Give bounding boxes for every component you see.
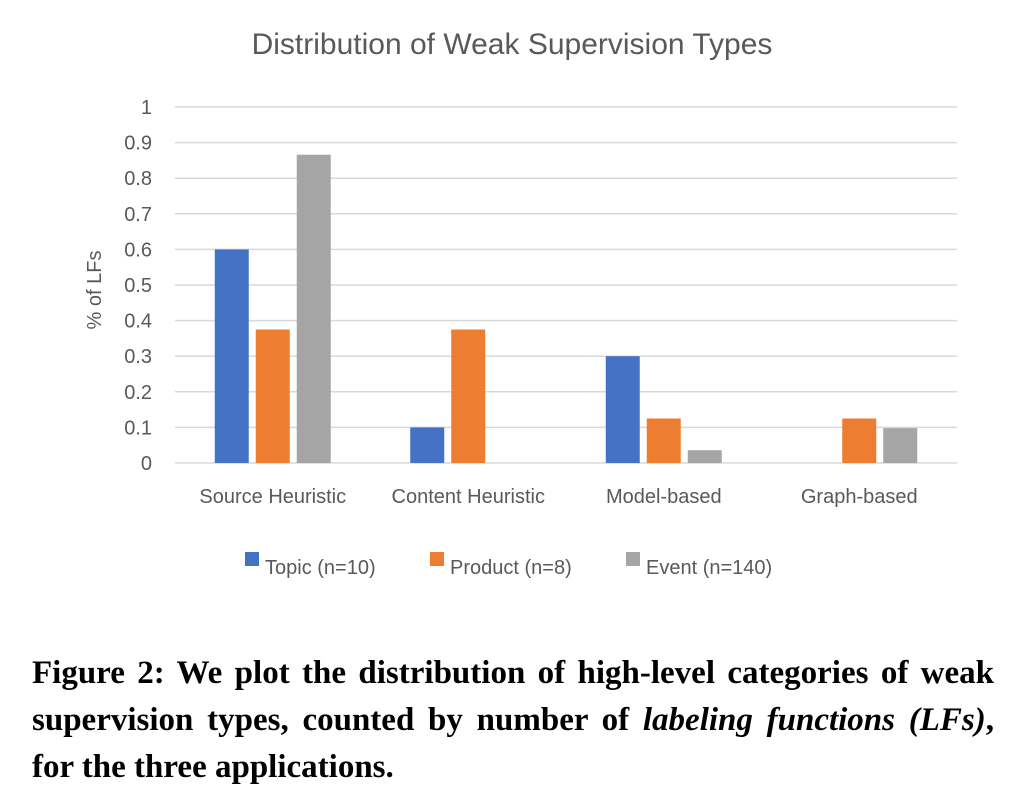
y-tick-label: 0.8: [124, 168, 152, 190]
chart-title: Distribution of Weak Supervision Types: [252, 28, 773, 61]
y-axis-ticks: 0 0.1 0.2 0.3 0.4 0.5 0.6 0.7 0.8 0.9 1: [124, 97, 152, 475]
x-axis-categories: Source Heuristic Content Heuristic Model-b…: [199, 486, 917, 508]
x-category-label: Content Heuristic: [392, 486, 545, 508]
y-tick-label: 0.7: [124, 204, 152, 226]
x-category-label: Source Heuristic: [199, 486, 346, 508]
legend-swatch: [245, 552, 259, 566]
y-tick-label: 0: [141, 453, 152, 475]
bar: [255, 329, 290, 463]
y-tick-label: 0.4: [124, 311, 152, 333]
bar-chart: Distribution of Weak Supervision Types 0…: [84, 28, 957, 579]
caption-text: Figure 2: We plot the distribution of hi…: [32, 655, 994, 738]
x-category-label: Graph-based: [801, 486, 918, 508]
figure-caption: Figure 2: We plot the distribution of hi…: [32, 650, 994, 791]
legend-label: Topic (n=10): [265, 557, 376, 579]
y-tick-label: 0.9: [124, 133, 152, 155]
legend-swatch: [626, 552, 640, 566]
bar: [296, 154, 331, 464]
y-tick-label: 0.2: [124, 382, 152, 404]
legend: Topic (n=10) Product (n=8) Event (n=140): [245, 552, 772, 579]
bar: [605, 356, 640, 463]
bar: [410, 427, 445, 463]
y-tick-label: 0.3: [124, 346, 152, 368]
gridlines: [175, 106, 957, 464]
y-tick-label: 0.1: [124, 417, 152, 439]
y-tick-label: 1: [141, 97, 152, 119]
y-axis-label: % of LFs: [84, 251, 106, 330]
bar: [451, 329, 486, 463]
bar: [883, 428, 918, 463]
bar: [646, 418, 681, 463]
legend-label: Product (n=8): [450, 557, 572, 579]
y-tick-label: 0.5: [124, 275, 152, 297]
bar: [687, 450, 722, 463]
bar: [842, 418, 877, 463]
legend-swatch: [430, 552, 444, 566]
y-tick-label: 0.6: [124, 239, 152, 261]
bars: [214, 154, 918, 464]
x-category-label: Model-based: [606, 486, 722, 508]
caption-italic: labeling functions (LFs): [642, 702, 986, 738]
legend-label: Event (n=140): [646, 557, 772, 579]
bar: [214, 249, 249, 463]
caption-text-end: , for the three applications.: [32, 702, 994, 785]
